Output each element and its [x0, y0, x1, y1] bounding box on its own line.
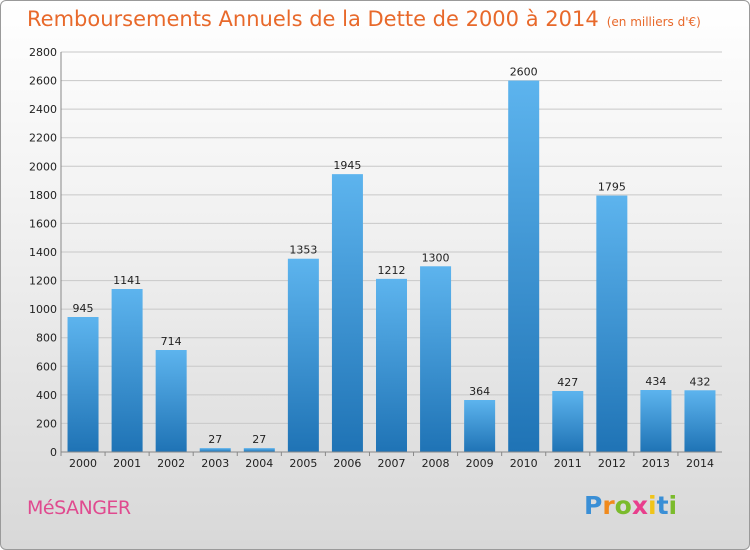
- bar-2009: [464, 400, 496, 452]
- value-label-2003: 27: [208, 433, 222, 446]
- x-tick-label-2005: 2005: [289, 457, 317, 470]
- value-label-2008: 1300: [422, 251, 450, 264]
- value-label-2001: 1141: [113, 274, 141, 287]
- y-tick-label: 2400: [29, 103, 57, 116]
- x-tick-label-2003: 2003: [201, 457, 229, 470]
- chart-title: Remboursements Annuels de la Dette de 20…: [27, 7, 701, 31]
- y-tick-label: 2600: [29, 75, 57, 88]
- y-tick-label: 1600: [29, 217, 57, 230]
- y-tick-label: 1000: [29, 303, 57, 316]
- bar-2000: [67, 317, 99, 452]
- x-tick-label-2002: 2002: [157, 457, 185, 470]
- x-tick-label-2014: 2014: [686, 457, 714, 470]
- value-label-2002: 714: [161, 335, 182, 348]
- x-tick-label-2007: 2007: [378, 457, 406, 470]
- x-tick-label-2001: 2001: [113, 457, 141, 470]
- bar-2002: [155, 350, 187, 452]
- bar-2004: [243, 448, 275, 452]
- value-label-2010: 2600: [510, 66, 538, 79]
- x-tick-label-2009: 2009: [466, 457, 494, 470]
- bar-2012: [596, 195, 628, 453]
- logo-letter: x: [631, 491, 648, 520]
- value-label-2005: 1353: [289, 244, 317, 257]
- x-tick-label-2008: 2008: [422, 457, 450, 470]
- x-tick-label-2012: 2012: [598, 457, 626, 470]
- value-label-2007: 1212: [378, 264, 406, 277]
- value-label-2011: 427: [557, 376, 578, 389]
- y-tick-label: 0: [50, 446, 57, 459]
- bar-2007: [376, 278, 407, 452]
- bar-2008: [420, 266, 452, 452]
- axes: 0 200 400 600 800 1000 1200 1400 1600 1800 2000 220…: [29, 46, 722, 470]
- logo-letter: P: [584, 491, 603, 520]
- bar-2010: [508, 80, 540, 453]
- value-label-2006: 1945: [333, 159, 361, 172]
- commune-name: MéSANGER: [27, 497, 131, 519]
- value-label-2004: 27: [252, 433, 266, 446]
- x-tick-label-2010: 2010: [510, 457, 538, 470]
- x-tick-label-2013: 2013: [642, 457, 670, 470]
- bar-2013: [640, 390, 672, 452]
- chart-subtitle: (en milliers d'€): [606, 15, 701, 29]
- logo-letter: i: [668, 491, 678, 520]
- bar-2014: [684, 390, 716, 452]
- y-tick-label: 2000: [29, 160, 57, 173]
- y-tick-label: 2800: [29, 46, 57, 59]
- y-tick-label: 1800: [29, 189, 57, 202]
- bar-2003: [199, 448, 231, 452]
- bar-2006: [331, 174, 363, 452]
- bar-2005: [287, 258, 319, 452]
- bars: 945 1141 714 27 27 1353 1945 1212 1300 364 2600 427…: [67, 66, 716, 453]
- y-tick-label: 800: [36, 332, 57, 345]
- x-tick-label-2004: 2004: [245, 457, 273, 470]
- value-label-2014: 432: [689, 375, 710, 388]
- x-tick-label-2011: 2011: [554, 457, 582, 470]
- value-label-2000: 945: [73, 302, 94, 315]
- logo-letter: r: [602, 491, 615, 520]
- logo-letter: t: [656, 491, 669, 520]
- y-tick-label: 200: [36, 417, 57, 430]
- value-label-2012: 1795: [598, 181, 626, 194]
- y-tick-label: 600: [36, 360, 57, 373]
- value-label-2009: 364: [469, 385, 490, 398]
- bar-2011: [552, 391, 584, 452]
- value-label-2013: 434: [645, 375, 666, 388]
- y-tick-label: 1400: [29, 246, 57, 259]
- y-tick-label: 2200: [29, 132, 57, 145]
- x-tick-label-2000: 2000: [69, 457, 97, 470]
- proxiti-logo[interactable]: Proxiti: [584, 491, 677, 520]
- y-tick-label: 400: [36, 389, 57, 402]
- x-tick-label-2006: 2006: [333, 457, 361, 470]
- logo-letter: o: [614, 491, 632, 520]
- logo-letter: i: [648, 491, 657, 520]
- bar-2001: [111, 289, 143, 452]
- y-tick-label: 1200: [29, 275, 57, 288]
